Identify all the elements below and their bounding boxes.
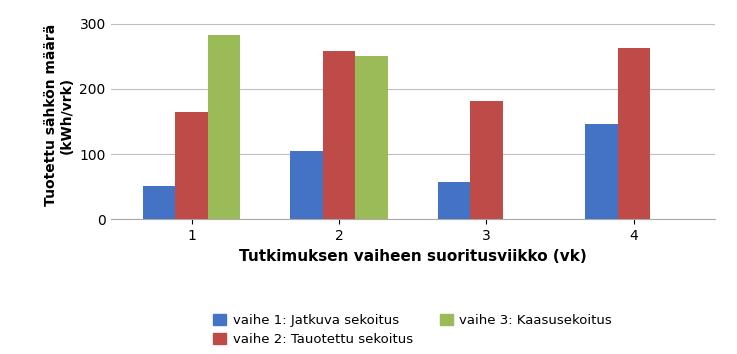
Bar <box>208 35 240 219</box>
Bar <box>470 101 503 219</box>
Bar <box>618 48 650 219</box>
Bar <box>175 112 208 219</box>
Bar <box>355 56 388 219</box>
X-axis label: Tutkimuksen vaiheen suoritusviikko (vk): Tutkimuksen vaiheen suoritusviikko (vk) <box>239 249 587 264</box>
Bar <box>143 185 175 219</box>
Y-axis label: Tuotettu sähkön määrä
(kWh/vrk): Tuotettu sähkön määrä (kWh/vrk) <box>43 24 74 206</box>
Bar <box>438 182 470 219</box>
Bar <box>290 151 323 219</box>
Legend: vaihe 1: Jatkuva sekoitus, vaihe 2: Tauotettu sekoitus, vaihe 3: Kaasusekoitus: vaihe 1: Jatkuva sekoitus, vaihe 2: Tauo… <box>213 314 612 347</box>
Bar <box>585 124 618 219</box>
Bar <box>323 51 355 219</box>
